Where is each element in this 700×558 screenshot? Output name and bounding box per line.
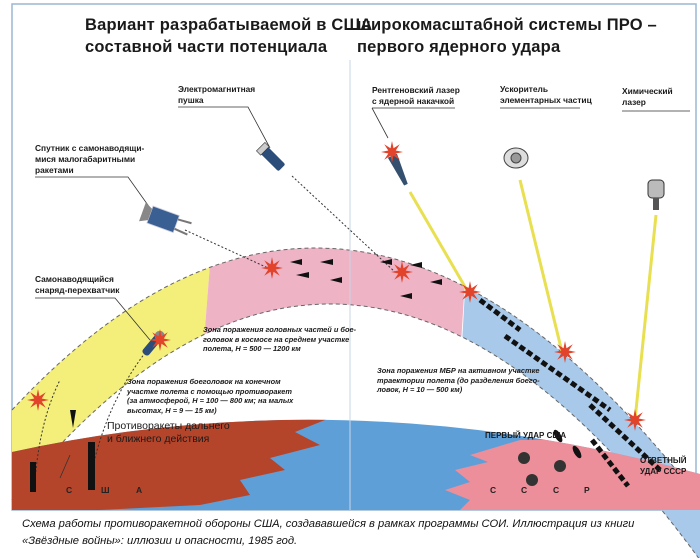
- warheads: [290, 259, 442, 299]
- chemical-laser-icon: [647, 179, 665, 210]
- xray-laser-label: Рентгеновский лазер с ядерной накачкой: [372, 85, 460, 106]
- ussr-land: [445, 440, 700, 510]
- first-strike-label: ПЕРВЫЙ УДАР США: [485, 431, 567, 440]
- xray-laser-beam: [408, 191, 470, 293]
- ussr-letter: С: [490, 485, 497, 495]
- ussr-letter: С: [521, 485, 528, 495]
- terminal-zone-label: Зона поражения боеголовок на конечном уча…: [127, 377, 294, 415]
- usa-letter: А: [136, 485, 143, 495]
- title-line1-left: Вариант разрабатываемой в США: [85, 16, 373, 34]
- title-line1-right: широкомасштабной системы ПРО –: [357, 16, 657, 34]
- ussr-letter: Р: [584, 485, 590, 495]
- caption: Схема работы противоракетной обороны США…: [22, 518, 635, 547]
- explosion-icon: [149, 329, 171, 351]
- em-gun-icon: [256, 142, 285, 171]
- xray-laser-icon: [387, 153, 408, 186]
- satellite-trajectory: [184, 229, 269, 269]
- title-line2-left: составной части потенциала: [85, 38, 328, 56]
- explosion-icon: [391, 261, 413, 283]
- us-first-strike-warheads: [553, 429, 582, 459]
- antimissile-leader: [59, 454, 71, 479]
- em-gun-label: Электромагнитная пушка: [178, 84, 256, 105]
- em-gun-leader: [178, 106, 271, 149]
- particle-beam: [518, 179, 564, 353]
- explosion-icon: [459, 281, 481, 303]
- particle-accelerator-icon: [503, 147, 529, 169]
- retaliation-label: ОТВЕТНЫЙ УДАР СССР: [640, 456, 687, 476]
- nuclear-explosions: [518, 452, 566, 486]
- antimissiles-label: Противоракеты дальнего и ближнего действи…: [107, 420, 230, 445]
- chemical-laser-beam: [633, 214, 658, 421]
- midcourse-zone-label: Зона поражения головных частей и бое-гол…: [203, 325, 357, 353]
- explosion-icon: [624, 409, 646, 431]
- satellite-leader: [35, 176, 151, 209]
- icbms: [478, 298, 662, 488]
- em-gun-trajectory: [291, 175, 396, 273]
- explosion-icon: [27, 389, 49, 411]
- satellite-label: Спутник с самонаводящи-мися малогабаритн…: [35, 143, 145, 175]
- explosion-icon: [381, 141, 403, 163]
- boost-zone-label: Зона поражения МБР на активном участке тр…: [377, 366, 540, 394]
- explosion-icon: [261, 257, 283, 279]
- explosion-icon: [554, 341, 576, 363]
- interceptor-label: Самонаводящийся снаряд-перехватчик: [35, 274, 120, 295]
- xray-leader-diag: [371, 107, 389, 139]
- ussr-letter: С: [553, 485, 560, 495]
- usa-letter: Ш: [101, 485, 110, 495]
- interceptor-leader: [35, 297, 151, 341]
- explosions: [27, 141, 646, 431]
- title-line2-right: первого ядерного удара: [357, 38, 561, 56]
- inner-zone-boundary: [11, 303, 700, 558]
- particle-accelerator-label: Ускоритель элементарных частиц: [500, 84, 592, 105]
- usa-letter: С: [66, 485, 73, 495]
- short-range-trajectory: [34, 379, 61, 481]
- antimissile-icons: [30, 410, 95, 492]
- satellite-icon: [139, 202, 192, 236]
- chemical-laser-label: Химический лазер: [622, 86, 673, 107]
- usa-land: [12, 419, 330, 510]
